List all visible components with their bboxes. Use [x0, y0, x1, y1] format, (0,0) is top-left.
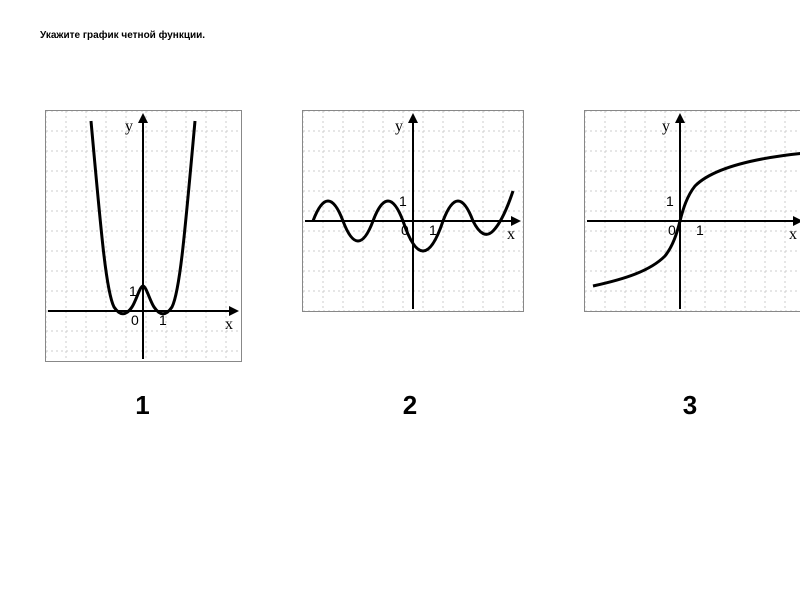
chart-2-tick-1y: 1: [399, 193, 407, 209]
labels-row: 1 2 3: [45, 390, 800, 421]
chart-1-tick-0: 0: [131, 312, 139, 328]
chart-2-svg: y x 0 1 1: [303, 111, 523, 311]
charts-row: y x 0 1 1 y x 0 1 1 y x 0 1 1: [45, 110, 800, 362]
chart-1-svg: y x 0 1 1: [46, 111, 241, 361]
chart-2-x-label: x: [507, 226, 515, 243]
page-title: Укажите график четной функции.: [40, 30, 205, 41]
chart-1: y x 0 1 1: [45, 110, 242, 362]
chart-3-svg: y x 0 1 1: [585, 111, 800, 311]
chart-2-tick-1x: 1: [429, 222, 437, 238]
chart-3-curve: [593, 153, 800, 286]
chart-3-tick-1y: 1: [666, 193, 674, 209]
chart-2-tick-0: 0: [401, 222, 409, 238]
chart-3: y x 0 1 1: [584, 110, 800, 312]
chart-3-number: 3: [580, 390, 800, 421]
chart-1-axes: [48, 113, 239, 359]
chart-2-number: 2: [300, 390, 520, 421]
chart-3-tick-0: 0: [668, 222, 676, 238]
chart-1-x-label: x: [225, 316, 233, 333]
chart-3-y-label: y: [662, 118, 670, 135]
chart-3-tick-1x: 1: [696, 222, 704, 238]
chart-2: y x 0 1 1: [302, 110, 524, 312]
chart-1-tick-1x: 1: [159, 312, 167, 328]
chart-1-tick-1y: 1: [129, 283, 137, 299]
chart-2-y-label: y: [395, 118, 403, 135]
chart-1-number: 1: [45, 390, 240, 421]
chart-1-y-label: y: [125, 118, 133, 135]
chart-3-x-label: x: [789, 226, 797, 243]
